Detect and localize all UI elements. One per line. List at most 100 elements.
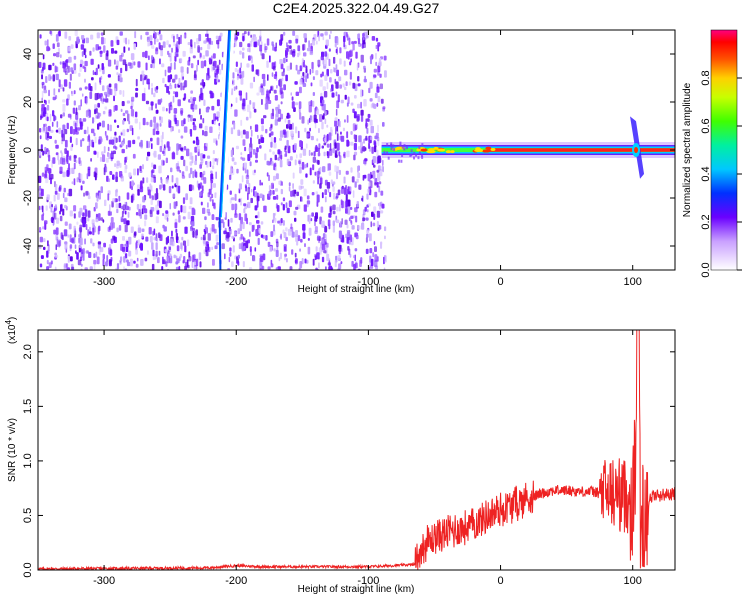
carrier-edge-noise [390,142,393,146]
noise-cell [73,154,76,163]
noise-cell [271,41,274,46]
noise-cell [200,114,202,120]
noise-cell [276,205,280,212]
noise-cell [60,150,63,154]
noise-cell [243,31,247,35]
noise-cell [259,145,262,149]
noise-cell [310,218,313,222]
noise-cell [47,39,49,47]
spectrogram-y-tick-label: -40 [22,238,34,254]
noise-cell [42,66,44,72]
spectrogram-x-tick-label: 0 [497,276,503,288]
noise-cell [164,69,167,77]
noise-cell [48,135,52,139]
noise-cell [235,85,238,90]
noise-cell [144,220,147,227]
noise-cell [289,156,293,161]
noise-cell [340,186,345,194]
noise-cell [98,139,101,145]
noise-cell [310,82,313,87]
noise-cell [68,56,72,63]
noise-cell [292,122,294,130]
noise-cell [363,78,367,83]
noise-cell [48,262,52,268]
carrier-edge-noise [397,159,400,163]
noise-cell [171,185,174,189]
carrier-edge-noise [413,156,416,160]
noise-cell [346,115,349,123]
noise-cell [296,238,299,246]
spectrogram-y-tick-label: 0 [22,147,34,153]
noise-cell [247,187,250,195]
noise-cell [156,238,159,242]
noise-cell [81,51,84,57]
noise-cell [235,97,238,103]
noise-cell [261,53,265,60]
noise-cell [182,260,185,264]
noise-cell [294,189,297,194]
carrier-edge-noise [401,145,404,149]
noise-cell [317,160,320,165]
noise-cell [83,48,86,56]
noise-cell [187,211,191,220]
noise-cell [69,256,73,262]
noise-cell [210,182,213,190]
carrier-blob [478,149,483,153]
noise-cell [130,226,134,233]
noise-cell [312,76,315,81]
noise-cell [331,183,334,187]
noise-cell [189,197,193,205]
carrier-blob [437,148,446,152]
noise-cell [242,98,246,107]
noise-cell [154,87,157,92]
noise-cell [376,256,379,262]
noise-cell [164,83,167,88]
noise-cell [64,197,68,203]
noise-cell [145,31,149,36]
noise-cell [39,263,43,268]
noise-cell [62,208,65,216]
noise-cell [324,31,328,36]
noise-cell [170,127,173,133]
carrier-edge-noise [399,143,402,147]
noise-cell [125,110,129,114]
noise-cell [82,118,87,122]
noise-cell [191,155,194,164]
noise-cell [307,237,310,241]
noise-cell [379,83,383,90]
noise-cell [44,220,48,225]
noise-cell [115,171,118,179]
noise-cell [272,151,275,155]
noise-cell [120,67,123,74]
colorbar-tick-label: 0.6 [700,118,712,133]
noise-cell [215,171,217,179]
noise-cell [155,32,157,36]
noise-cell [274,46,277,52]
noise-cell [109,124,112,132]
noise-cell [106,255,109,263]
noise-cell [315,246,318,252]
noise-cell [268,174,270,182]
noise-cell [260,137,265,143]
noise-cell [162,77,165,84]
noise-cell [71,167,75,174]
noise-cell [382,122,385,127]
noise-cell [98,94,101,99]
noise-cell [295,64,298,71]
noise-cell [308,227,312,236]
noise-cell [262,79,266,87]
noise-cell [204,216,207,221]
noise-cell [338,248,342,255]
noise-cell [329,77,332,83]
noise-cell [178,215,181,223]
noise-cell [94,71,97,76]
noise-cell [89,266,93,270]
noise-cell [144,50,148,59]
noise-cell [378,181,382,185]
noise-cell [47,149,50,158]
noise-cell [106,135,109,141]
noise-cell [338,76,342,82]
colorbar-label: Normalized spectral amplitude [682,82,693,217]
noise-cell [147,141,151,148]
noise-cell [69,244,73,249]
